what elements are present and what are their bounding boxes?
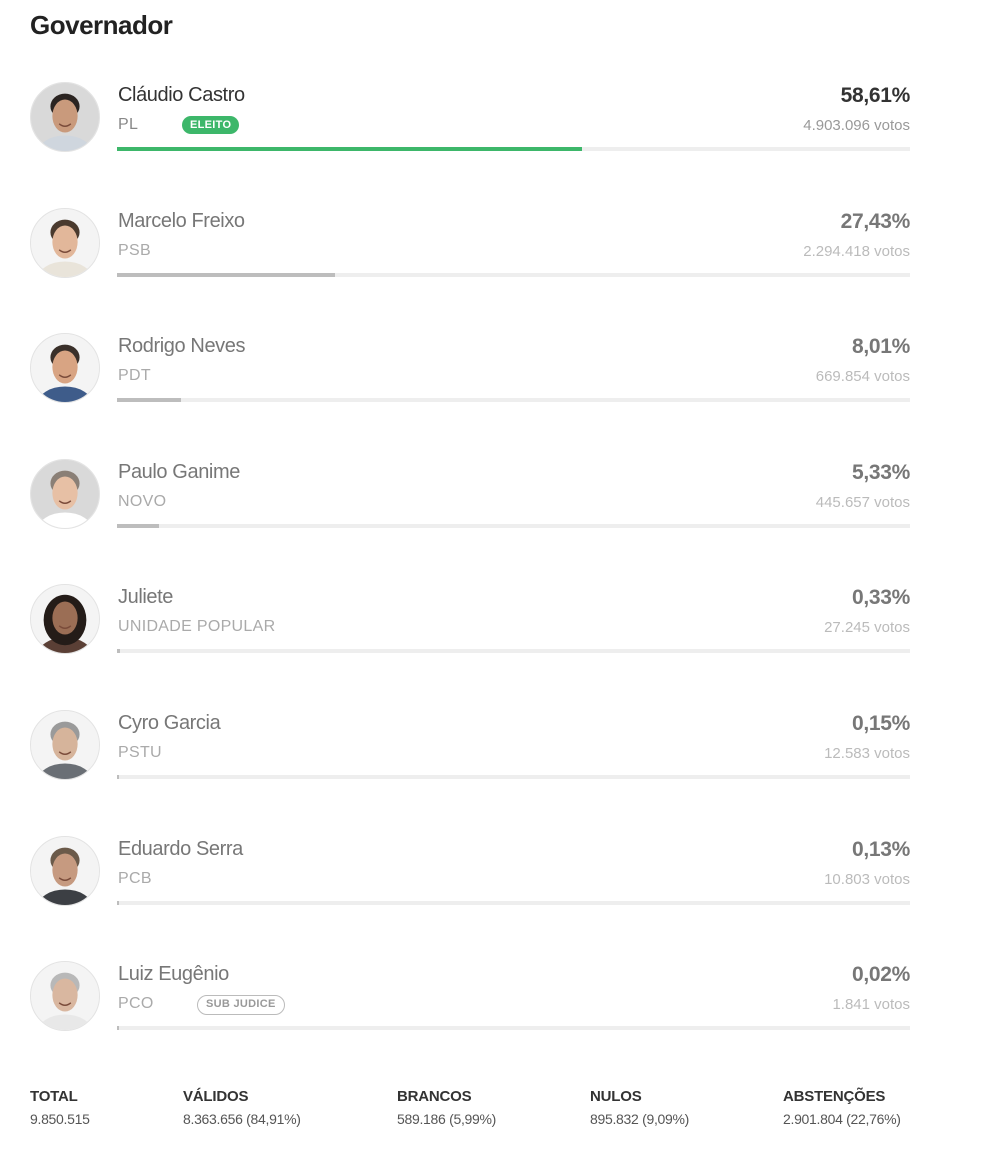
candidate-party: PCO	[118, 995, 154, 1012]
vote-bar	[117, 901, 119, 905]
summary-item: NULOS 895.832 (9,09%)	[590, 1088, 689, 1127]
candidate-row: Rodrigo Neves PDT 8,01% 669.854 votos	[30, 333, 910, 413]
candidate-photo	[30, 836, 100, 906]
votes-label: 12.583 votos	[824, 745, 910, 762]
candidate-row: Marcelo Freixo PSB 27,43% 2.294.418 votos	[30, 208, 910, 288]
summary-label: TOTAL	[30, 1088, 78, 1105]
candidate-photo	[30, 333, 100, 403]
summary-label: BRANCOS	[397, 1088, 472, 1105]
candidate-party: PL	[118, 116, 139, 133]
summary-item: ABSTENÇÕES 2.901.804 (22,76%)	[783, 1088, 901, 1127]
vote-bar-track	[117, 901, 910, 905]
percent-label: 0,13%	[851, 838, 910, 861]
candidate-photo	[30, 208, 100, 278]
vote-bar	[117, 1026, 119, 1030]
candidate-row: Cláudio Castro PL ELEITO 58,61% 4.903.096 vo…	[30, 82, 910, 162]
vote-bar	[117, 649, 120, 653]
candidate-name: Cláudio Castro	[118, 84, 245, 106]
candidate-party: PSTU	[118, 744, 162, 761]
summary-label: ABSTENÇÕES	[783, 1088, 886, 1105]
vote-bar-track	[117, 147, 910, 151]
candidate-photo	[30, 459, 100, 529]
candidate-row: Luiz Eugênio PCO SUB JUDICE 0,02% 1.841 voto…	[30, 961, 910, 1041]
candidate-party: PDT	[118, 367, 151, 384]
vote-bar	[117, 775, 119, 779]
candidate-name: Rodrigo Neves	[118, 335, 246, 357]
percent-label: 0,02%	[851, 963, 910, 986]
percent-label: 58,61%	[840, 84, 911, 107]
summary-value: 2.901.804 (22,76%)	[783, 1111, 901, 1127]
candidate-row: Eduardo Serra PCB 0,13% 10.803 votos	[30, 836, 910, 916]
vote-bar-track	[117, 649, 910, 653]
votes-label: 669.854 votos	[815, 368, 910, 385]
candidate-name: Paulo Ganime	[118, 461, 240, 483]
candidate-party: NOVO	[118, 493, 167, 510]
votes-label: 2.294.418 votos	[803, 243, 910, 260]
vote-bar-track	[117, 1026, 910, 1030]
percent-label: 0,15%	[851, 712, 910, 735]
candidate-photo	[30, 710, 100, 780]
page-title: Governador	[30, 10, 173, 40]
votes-label: 27.245 votos	[824, 619, 910, 636]
candidate-name: Eduardo Serra	[118, 838, 243, 860]
candidate-photo	[30, 961, 100, 1031]
summary-value: 9.850.515	[30, 1111, 90, 1127]
summary-value: 8.363.656 (84,91%)	[183, 1111, 301, 1127]
summary-label: NULOS	[590, 1088, 642, 1105]
candidate-party: UNIDADE POPULAR	[118, 618, 276, 635]
summary-item: VÁLIDOS 8.363.656 (84,91%)	[183, 1088, 301, 1127]
percent-label: 0,33%	[851, 586, 910, 609]
candidate-row: Paulo Ganime NOVO 5,33% 445.657 votos	[30, 459, 910, 539]
votes-label: 10.803 votos	[824, 871, 910, 888]
vote-bar-track	[117, 273, 910, 277]
percent-label: 27,43%	[840, 210, 911, 233]
vote-bar-track	[117, 775, 910, 779]
summary-value: 895.832 (9,09%)	[590, 1111, 690, 1127]
candidate-name: Marcelo Freixo	[118, 210, 245, 232]
candidate-name: Luiz Eugênio	[118, 963, 229, 985]
vote-bar	[117, 273, 335, 277]
summary-item: BRANCOS 589.186 (5,99%)	[397, 1088, 496, 1127]
candidate-row: Juliete UNIDADE POPULAR 0,33% 27.245 votos	[30, 584, 910, 664]
summary-value: 589.186 (5,99%)	[397, 1111, 497, 1127]
votes-label: 4.903.096 votos	[803, 117, 910, 134]
candidate-party: PSB	[118, 242, 151, 259]
summary-label: VÁLIDOS	[183, 1088, 249, 1105]
votes-label: 1.841 votos	[832, 996, 910, 1013]
elected-badge: ELEITO	[182, 116, 240, 134]
summary-item: TOTAL 9.850.515	[30, 1088, 90, 1127]
vote-bar	[117, 147, 582, 151]
candidate-row: Cyro Garcia PSTU 0,15% 12.583 votos	[30, 710, 910, 790]
vote-bar	[117, 524, 160, 528]
vote-bar	[117, 398, 181, 402]
candidate-party: PCB	[118, 870, 152, 887]
vote-bar-track	[117, 524, 910, 528]
vote-bar-track	[117, 398, 910, 402]
percent-label: 8,01%	[851, 335, 910, 358]
candidate-photo	[30, 82, 100, 152]
votes-label: 445.657 votos	[815, 494, 910, 511]
sub-judice-badge: SUB JUDICE	[197, 995, 285, 1015]
percent-label: 5,33%	[851, 461, 910, 484]
candidate-name: Cyro Garcia	[118, 712, 221, 734]
candidate-name: Juliete	[118, 586, 174, 608]
candidate-photo	[30, 584, 100, 654]
